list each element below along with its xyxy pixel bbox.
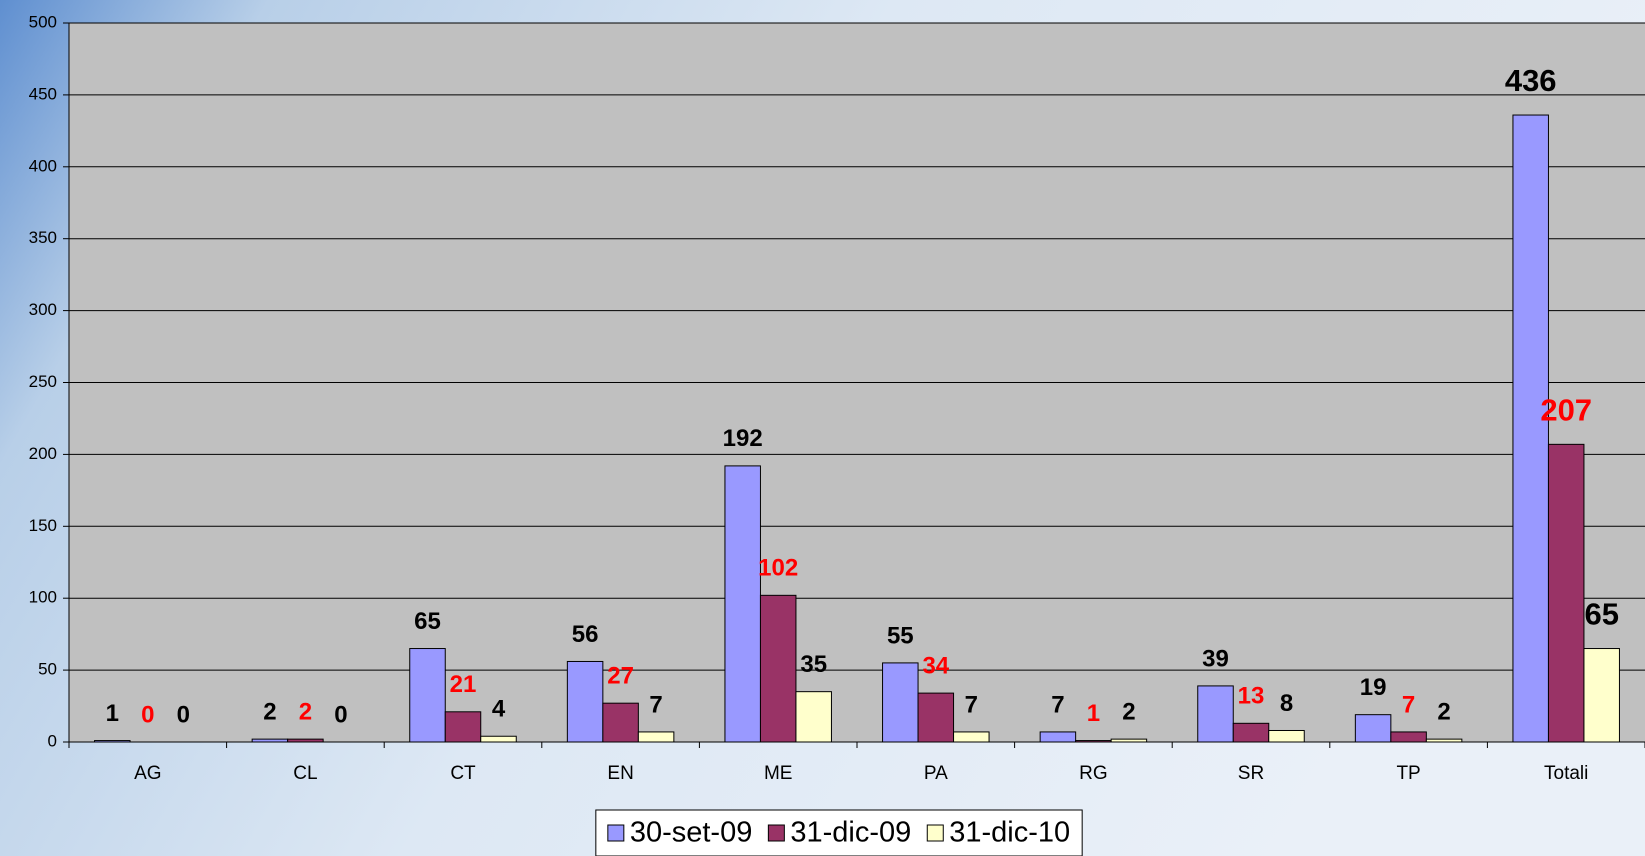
legend-label: 30-set-09: [630, 817, 753, 849]
data-label: 192: [723, 425, 763, 452]
bar: [444, 711, 482, 743]
data-label: 65: [1584, 597, 1618, 632]
bar: [409, 648, 446, 743]
data-label: 436: [1505, 63, 1557, 98]
data-label: 2: [1437, 698, 1450, 725]
bar: [1354, 714, 1392, 743]
x-tick-label: SR: [1238, 763, 1264, 784]
bar: [1512, 114, 1549, 743]
bar: [480, 735, 517, 743]
data-label: 13: [1238, 683, 1265, 710]
legend-swatch: [926, 824, 944, 842]
data-label: 2: [299, 698, 312, 725]
data-label: 7: [1051, 691, 1064, 718]
y-tick-label: 0: [48, 731, 57, 750]
data-label: 8: [1280, 690, 1293, 717]
data-label: 2: [1122, 698, 1135, 725]
x-tick-label: Totali: [1544, 763, 1588, 784]
bar: [602, 702, 639, 743]
bar: [637, 731, 675, 743]
y-tick-label: 400: [29, 156, 57, 175]
bar: [1268, 729, 1305, 743]
y-tick-label: 450: [29, 84, 57, 103]
data-label: 1: [1087, 700, 1100, 727]
bar: [1232, 722, 1270, 743]
data-label: 21: [450, 671, 477, 698]
data-label: 7: [1402, 691, 1415, 718]
x-tick-label: EN: [607, 763, 633, 784]
x-tick-label: TP: [1396, 763, 1420, 784]
data-label: 27: [607, 663, 634, 690]
data-label: 0: [177, 701, 190, 728]
y-tick-label: 200: [29, 444, 57, 463]
x-tick-label: CL: [293, 763, 317, 784]
data-label: 19: [1360, 674, 1387, 701]
data-label: 7: [649, 691, 662, 718]
legend-box: [595, 809, 1083, 856]
legend-label: 31-dic-09: [790, 817, 911, 849]
data-label: 207: [1540, 393, 1592, 428]
legend-swatch: [767, 824, 785, 842]
bar: [1039, 731, 1077, 743]
bar: [795, 691, 832, 743]
legend-swatch: [607, 824, 625, 842]
data-label: 0: [334, 701, 347, 728]
data-label: 4: [492, 696, 506, 723]
data-label: 35: [800, 651, 827, 678]
x-tick-label: CT: [450, 763, 476, 784]
bar: [759, 594, 797, 743]
data-label: 1: [106, 700, 119, 727]
bar: [1547, 443, 1585, 743]
legend-label: 31-dic-10: [949, 817, 1070, 849]
y-tick-label: 150: [29, 516, 57, 535]
x-tick-label: RG: [1079, 763, 1108, 784]
x-tick-label: ME: [764, 763, 793, 784]
legend: 30-set-09 31-dic-09 31-dic-10: [595, 809, 1083, 856]
bar: [1390, 731, 1427, 743]
bar: [917, 692, 955, 743]
x-tick-label: AG: [134, 763, 161, 784]
data-label: 34: [922, 652, 949, 679]
y-tick-label: 100: [29, 588, 57, 607]
x-tick-label: PA: [924, 763, 948, 784]
bar: [953, 731, 990, 743]
data-label: 56: [572, 621, 599, 648]
bar: [1583, 648, 1620, 743]
bar: [1197, 685, 1234, 743]
y-tick-label: 500: [29, 12, 57, 31]
data-label: 2: [263, 698, 276, 725]
data-label: 7: [965, 691, 978, 718]
y-tick-label: 250: [29, 372, 57, 391]
bar: [724, 465, 761, 743]
data-label: 55: [887, 622, 914, 649]
data-label: 65: [414, 608, 441, 635]
data-label: 102: [758, 555, 798, 582]
y-tick-label: 50: [38, 660, 57, 679]
bar: [882, 662, 919, 743]
y-tick-label: 350: [29, 228, 57, 247]
y-tick-label: 300: [29, 300, 57, 319]
data-label: 0: [141, 701, 154, 728]
data-label: 39: [1202, 645, 1229, 672]
bar: [566, 660, 604, 743]
